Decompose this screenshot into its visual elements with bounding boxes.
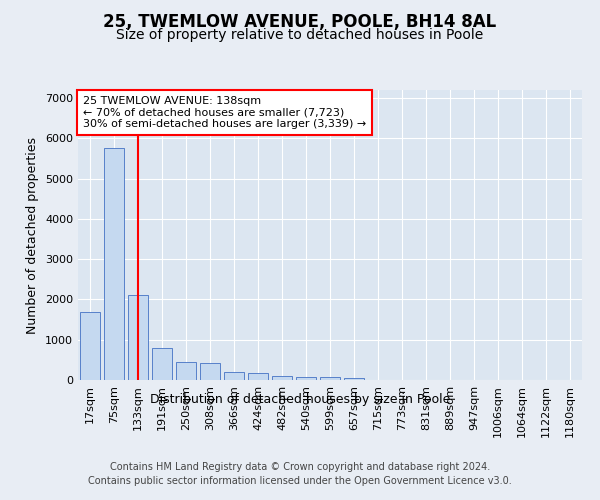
- Text: Contains HM Land Registry data © Crown copyright and database right 2024.: Contains HM Land Registry data © Crown c…: [110, 462, 490, 472]
- Text: 25, TWEMLOW AVENUE, POOLE, BH14 8AL: 25, TWEMLOW AVENUE, POOLE, BH14 8AL: [103, 12, 497, 30]
- Bar: [80, 312, 100, 380]
- Bar: [200, 363, 220, 380]
- Text: Size of property relative to detached houses in Poole: Size of property relative to detached ho…: [116, 28, 484, 42]
- Bar: [344, 378, 364, 380]
- Bar: [224, 372, 244, 380]
- Text: 25 TWEMLOW AVENUE: 138sqm
← 70% of detached houses are smaller (7,723)
30% of se: 25 TWEMLOW AVENUE: 138sqm ← 70% of detac…: [83, 96, 366, 129]
- Bar: [152, 348, 172, 380]
- Bar: [104, 148, 124, 380]
- Bar: [176, 362, 196, 380]
- Bar: [320, 377, 340, 380]
- Bar: [296, 377, 316, 380]
- Bar: [272, 376, 292, 380]
- Y-axis label: Number of detached properties: Number of detached properties: [26, 136, 40, 334]
- Text: Contains public sector information licensed under the Open Government Licence v3: Contains public sector information licen…: [88, 476, 512, 486]
- Bar: [248, 373, 268, 380]
- Text: Distribution of detached houses by size in Poole: Distribution of detached houses by size …: [150, 392, 450, 406]
- Bar: [128, 296, 148, 380]
